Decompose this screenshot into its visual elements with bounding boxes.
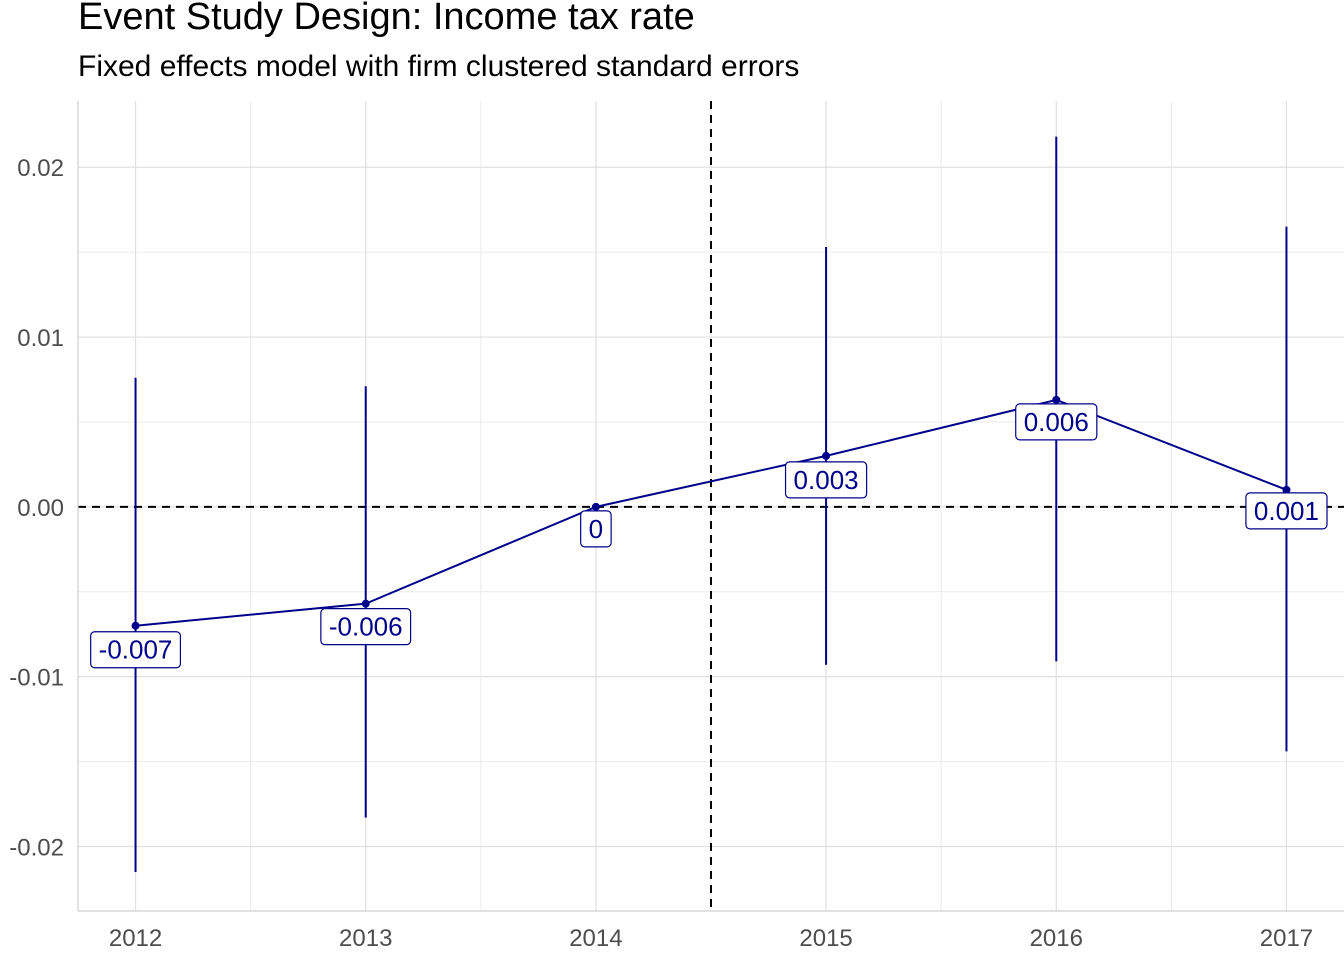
x-tick-label: 2012: [109, 925, 162, 952]
x-tick-label: 2016: [1030, 925, 1083, 952]
point-label-text: -0.006: [329, 612, 403, 642]
y-tick-label: 0.01: [17, 325, 64, 352]
axis-layer: -0.02 -0.01 0.00 0.01 0.02 2012 2013 2014 2015 20…: [9, 101, 1344, 952]
x-tick-label: 2015: [799, 925, 852, 952]
point-label: 0.006: [1015, 403, 1098, 441]
point-labels: -0.007 -0.006 0 0.003 0.006 0.001: [90, 403, 1328, 669]
point-label: 0.001: [1245, 492, 1328, 530]
point-label: 0: [580, 510, 612, 548]
point-label-text: 0: [589, 514, 603, 544]
point-label-text: 0.006: [1024, 407, 1089, 437]
x-tick-label: 2017: [1260, 925, 1313, 952]
point-label-box: [1245, 492, 1328, 530]
point-label: 0.003: [784, 461, 868, 499]
point-label: -0.006: [320, 608, 412, 646]
point-label-text: -0.007: [99, 635, 173, 665]
chart-subtitle: Fixed effects model with firm clustered …: [78, 50, 800, 83]
series-layer: [131, 136, 1291, 872]
estimate-point: [1052, 395, 1061, 404]
estimate-point: [591, 502, 600, 511]
y-tick-label: 0.02: [17, 155, 64, 182]
point-label: -0.007: [90, 631, 182, 669]
point-label-box: [784, 461, 868, 499]
y-tick-label: 0.00: [17, 495, 64, 522]
chart-title: Event Study Design: Income tax rate: [78, 0, 695, 38]
point-label-box: [1015, 403, 1098, 441]
y-tick-label: -0.01: [9, 665, 64, 692]
point-label-box: [580, 510, 612, 548]
point-label-text: 0.003: [794, 465, 859, 495]
estimate-point: [361, 599, 370, 608]
estimate-point: [1282, 485, 1291, 494]
point-label-box: [90, 631, 182, 669]
reference-lines: [78, 101, 1344, 911]
point-label-text: 0.001: [1254, 496, 1319, 526]
y-tick-label: -0.02: [9, 834, 64, 861]
estimate-point: [131, 621, 140, 630]
x-tick-label: 2014: [569, 925, 622, 952]
x-tick-label: 2013: [339, 925, 392, 952]
point-label-box: [320, 608, 412, 646]
estimate-point: [822, 451, 831, 460]
